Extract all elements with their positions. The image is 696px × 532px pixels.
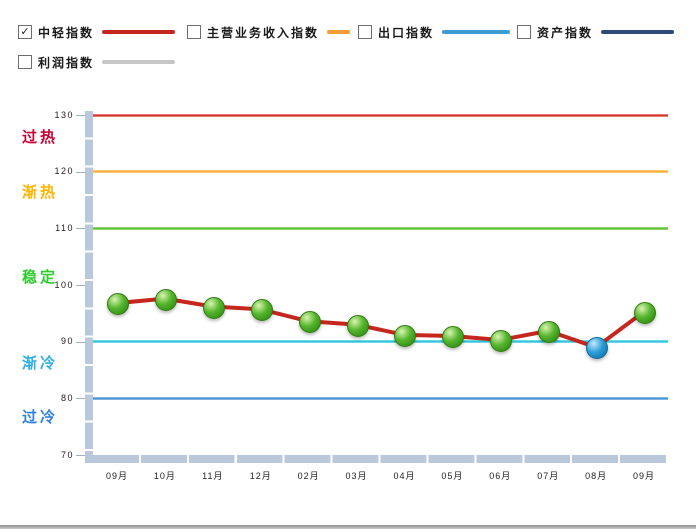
threshold-line-80 <box>93 396 668 400</box>
threshold-line-110 <box>93 226 668 230</box>
data-point-6[interactable] <box>394 324 417 347</box>
legend-item-0[interactable]: ✓ 中轻指数 <box>18 25 175 40</box>
zone-label-3: 渐冷 <box>22 355 59 373</box>
legend-checkbox-0[interactable]: ✓ <box>18 25 32 39</box>
data-point-9[interactable] <box>538 320 561 343</box>
legend-checkbox-2[interactable] <box>358 25 372 39</box>
y-axis-bar <box>85 111 93 463</box>
zone-label-1: 渐热 <box>22 184 59 202</box>
data-point-11[interactable] <box>634 301 657 324</box>
x-axis-label-5: 03月 <box>345 471 368 481</box>
legend-line-swatch <box>102 60 175 64</box>
data-point-0[interactable] <box>106 293 129 316</box>
y-tick-120 <box>76 171 85 173</box>
x-axis-label-8: 06月 <box>489 471 512 481</box>
x-axis-label-11: 09月 <box>633 471 656 481</box>
y-tick-130 <box>76 115 85 116</box>
legend-line-swatch <box>442 30 510 34</box>
y-tick-label-80: 80 <box>60 392 74 403</box>
panel-bottom-edge <box>0 525 696 529</box>
legend-item-3[interactable]: 资产指数 <box>517 25 674 40</box>
legend-item-label: 出口指数 <box>378 25 435 40</box>
y-tick-label-100: 100 <box>54 279 74 290</box>
y-tick-70 <box>76 455 85 456</box>
y-tick-label-90: 90 <box>60 336 74 347</box>
x-axis-label-0: 09月 <box>105 471 128 481</box>
y-tick-label-110: 110 <box>55 222 74 233</box>
legend-item-1[interactable]: 主营业务收入指数 <box>187 25 350 40</box>
y-tick-90 <box>76 341 85 343</box>
legend-item-label: 主营业务收入指数 <box>207 25 320 40</box>
x-axis-label-7: 05月 <box>441 471 464 481</box>
data-point-7[interactable] <box>442 326 465 348</box>
legend-checkbox-1[interactable] <box>187 25 201 39</box>
data-point-1[interactable] <box>154 288 177 311</box>
data-point-2[interactable] <box>202 296 225 319</box>
legend-checkbox-4[interactable] <box>18 55 32 69</box>
legend-item-label: 利润指数 <box>38 55 95 70</box>
legend-line-swatch <box>601 30 674 34</box>
legend-line-swatch <box>102 30 175 34</box>
legend-item-label: 资产指数 <box>537 25 594 40</box>
zone-label-4: 过冷 <box>22 408 59 426</box>
data-point-5[interactable] <box>346 314 369 337</box>
x-axis-label-3: 12月 <box>249 471 272 481</box>
x-axis-label-4: 02月 <box>297 471 320 481</box>
x-axis-label-1: 10月 <box>153 471 176 481</box>
y-tick-label-70: 70 <box>60 449 74 460</box>
zone-label-0: 过热 <box>22 128 59 146</box>
data-point-4[interactable] <box>298 311 321 334</box>
threshold-line-130 <box>93 113 668 117</box>
legend-checkbox-3[interactable] <box>517 25 531 39</box>
x-axis-label-6: 04月 <box>393 471 416 481</box>
x-axis-bar <box>93 455 668 463</box>
y-tick-80 <box>76 398 85 400</box>
threshold-line-120 <box>93 170 668 174</box>
legend-item-label: 中轻指数 <box>38 25 95 40</box>
data-point-8[interactable] <box>490 329 513 352</box>
series-line <box>114 296 647 350</box>
legend-item-2[interactable]: 出口指数 <box>358 25 510 40</box>
legend-item-4[interactable]: 利润指数 <box>18 55 175 70</box>
y-tick-label-120: 120 <box>54 166 74 177</box>
y-tick-100 <box>76 285 85 286</box>
y-tick-110 <box>76 228 85 230</box>
x-axis-label-2: 11月 <box>202 471 224 481</box>
data-point-3[interactable] <box>250 299 273 322</box>
legend-line-swatch <box>327 30 350 34</box>
y-tick-label-130: 130 <box>54 109 74 120</box>
threshold-line-90 <box>93 340 668 344</box>
x-axis-label-10: 08月 <box>585 471 608 481</box>
x-axis-label-9: 07月 <box>537 471 560 481</box>
zone-label-2: 稳定 <box>22 268 59 286</box>
data-point-10[interactable] <box>586 337 609 360</box>
